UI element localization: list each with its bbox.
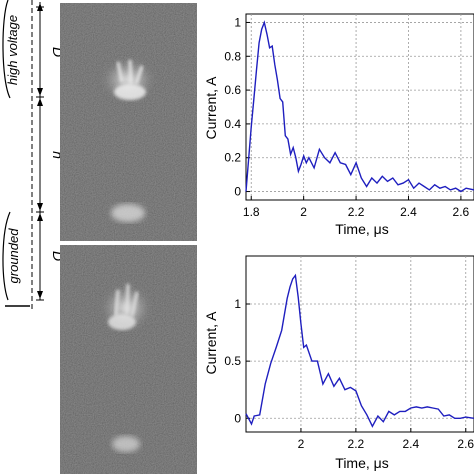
y-tick-label: 0 — [234, 185, 241, 199]
label-h: h — [50, 151, 66, 159]
y-tick-label: 1 — [234, 297, 241, 311]
discharge-photo-bottom — [60, 245, 197, 474]
grounded-electrode-outline — [2, 211, 11, 301]
x-tick-label: 2.6 — [457, 437, 474, 451]
arrowhead — [37, 291, 43, 299]
x-tick-label: 2.4 — [402, 437, 419, 451]
y-axis-label: Current, A — [203, 311, 219, 375]
label-grounded: grounded — [6, 228, 21, 284]
x-tick-label: 2 — [298, 437, 305, 451]
y-tick-label: 0.2 — [224, 151, 241, 165]
high-voltage-electrode-outline — [2, 0, 11, 99]
y-tick-label: 0 — [234, 411, 241, 425]
grid — [246, 14, 474, 200]
plot-area — [245, 255, 474, 433]
grid — [246, 256, 474, 432]
label-high-voltage: high voltage — [5, 15, 20, 85]
x-axis-label: Time, μs — [335, 455, 388, 471]
x-tick-label: 2.2 — [348, 437, 365, 451]
label-D-bottom: D — [50, 251, 66, 261]
arrowhead — [37, 213, 43, 221]
y-tick-label: 0.5 — [224, 354, 241, 368]
series-line — [245, 273, 474, 428]
arrowhead — [37, 88, 43, 96]
label-D-top: D — [50, 47, 66, 57]
series-line — [245, 20, 474, 193]
y-tick-label: 0.6 — [224, 83, 241, 97]
arrowhead — [37, 98, 43, 106]
x-tick-label: 1.8 — [243, 205, 260, 219]
x-tick-label: 2.2 — [348, 205, 365, 219]
y-tick-label: 0.8 — [224, 49, 241, 63]
y-tick-label: 1 — [234, 15, 241, 29]
plot-area — [245, 13, 474, 201]
x-tick-label: 2.4 — [400, 205, 417, 219]
ticks: 1.8 2 2.2 2.4 2.6 0 0.2 0.4 0.6 0.8 1 — [224, 15, 469, 219]
current-chart-top: 1.8 2 2.2 2.4 2.6 0 0.2 0.4 0.6 0.8 1 Time, μs Cur… — [203, 13, 474, 237]
x-tick-label: 2.6 — [453, 205, 470, 219]
x-tick-label: 2 — [300, 205, 307, 219]
arrowhead — [37, 3, 43, 11]
ticks: 2 2.2 2.4 2.6 0 0.5 1 — [224, 297, 474, 451]
electrode-schematic: high voltage D h grounded D — [2, 0, 66, 310]
discharge-photo-top — [60, 3, 197, 241]
arrowhead — [37, 203, 43, 211]
current-chart-bottom: 2 2.2 2.4 2.6 0 0.5 1 Time, μs Current, A — [203, 255, 474, 471]
x-axis-label: Time, μs — [335, 221, 388, 237]
y-axis-label: Current, A — [203, 76, 219, 140]
y-tick-label: 0.4 — [224, 117, 241, 131]
